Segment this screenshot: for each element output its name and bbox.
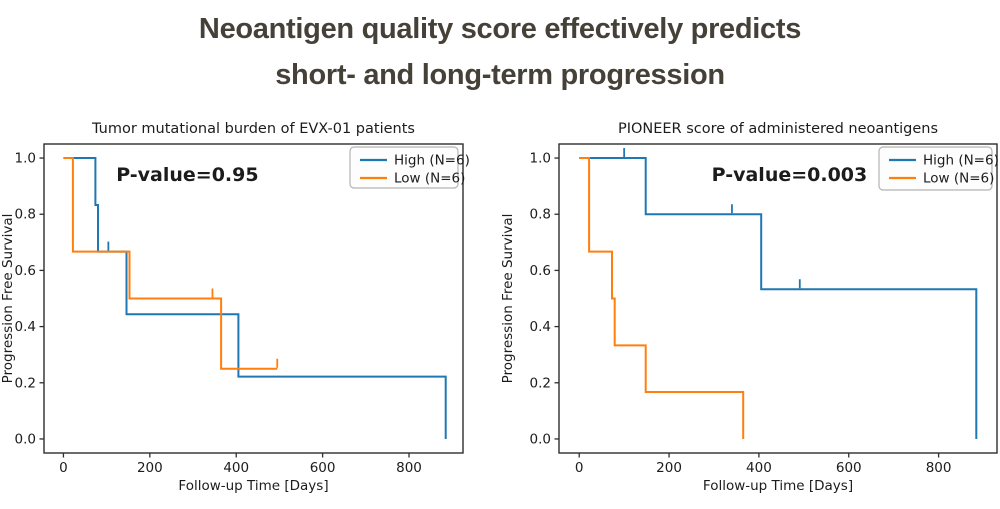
y-axis-tick-label: 0.2 [15,375,36,391]
x-axis-tick-label: 200 [137,460,163,476]
legend-label-high: High (N=6) [394,153,470,169]
x-axis-tick-label: 200 [656,460,682,476]
x-axis-tick-label: 600 [836,460,862,476]
km-chart-tumor-mutational-burden: 0 200 400 600 800 0.0 0.2 0.4 0.6 0.8 1.0 Follow-up… [0,109,500,509]
plot-title: Tumor mutational burden of EVX-01 patien… [91,121,415,137]
survival-curve-high [579,157,978,439]
y-axis-tick-label: 0.8 [15,207,36,223]
plot-area [558,143,998,454]
y-axis-label: Progression Free Survival [500,214,516,384]
x-axis-tick-label: 400 [223,460,249,476]
y-axis-tick-label: 0.6 [530,263,551,279]
km-plot-svg: 0 200 400 600 800 0.0 0.2 0.4 0.6 0.8 1.0 Follow-up… [0,121,470,494]
y-axis-tick-label: 1.0 [15,151,36,167]
x-axis-tick-label: 600 [310,460,336,476]
legend-label-high: High (N=6) [923,153,999,169]
survival-curve-low [63,157,278,370]
x-axis-tick-label: 0 [575,460,584,476]
y-axis-tick-label: 0.4 [15,319,36,335]
p-value-annotation: P-value=0.95 [116,164,258,186]
y-axis-tick-label: 0.2 [530,375,551,391]
km-plot-svg: 0 200 400 600 800 0.0 0.2 0.4 0.6 0.8 1.0 Follow-up… [500,121,999,494]
km-chart-pioneer-score: 0 200 400 600 800 0.0 0.2 0.4 0.6 0.8 1.0 Follow-up… [500,109,1000,509]
charts-row: 0 200 400 600 800 0.0 0.2 0.4 0.6 0.8 1.0 Follow-up… [0,109,1000,509]
figure-title-line2: short- and long-term progression [275,59,725,91]
y-axis-label: Progression Free Survival [0,214,16,384]
figure-title: Neoantigen quality score effectively pre… [0,0,1000,98]
plot-area [43,143,464,454]
x-axis-tick-label: 0 [59,460,68,476]
y-axis-tick-label: 1.0 [530,151,551,167]
y-axis-tick-label: 0.6 [15,263,36,279]
legend-label-low: Low (N=6) [923,171,994,187]
x-axis-label: Follow-up Time [Days] [703,478,853,494]
plot-title: PIONEER score of administered neoantigen… [618,121,938,137]
y-axis-tick-label: 0.4 [530,319,551,335]
x-axis-tick-label: 800 [396,460,422,476]
y-axis-tick-label: 0.0 [530,431,551,447]
survival-curve-low [579,157,745,439]
legend-box [878,146,993,191]
figure-title-line1: Neoantigen quality score effectively pre… [198,13,802,45]
p-value-annotation: P-value=0.003 [712,164,868,186]
x-axis-label: Follow-up Time [Days] [178,478,328,494]
x-axis-tick-label: 400 [746,460,772,476]
legend-label-low: Low (N=6) [394,171,465,187]
y-axis-tick-label: 0.8 [530,207,551,223]
y-axis-tick-label: 0.0 [15,431,36,447]
x-axis-tick-label: 800 [926,460,952,476]
